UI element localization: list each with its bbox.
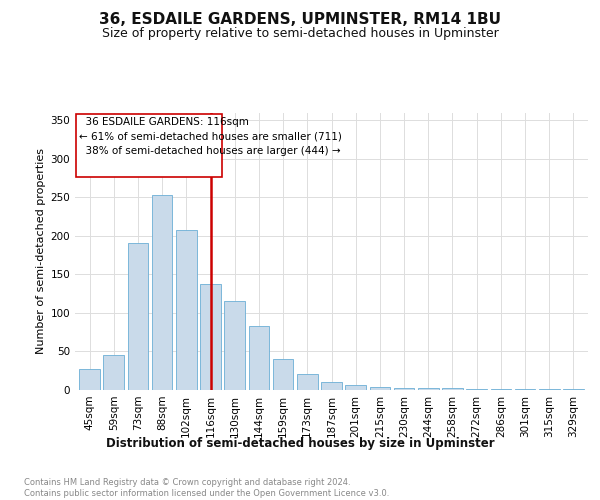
Text: Contains HM Land Registry data © Crown copyright and database right 2024.
Contai: Contains HM Land Registry data © Crown c… bbox=[24, 478, 389, 498]
Text: 36, ESDAILE GARDENS, UPMINSTER, RM14 1BU: 36, ESDAILE GARDENS, UPMINSTER, RM14 1BU bbox=[99, 12, 501, 28]
Bar bbox=[466, 389, 487, 390]
Bar bbox=[346, 386, 366, 390]
Bar bbox=[200, 284, 221, 390]
Y-axis label: Number of semi-detached properties: Number of semi-detached properties bbox=[36, 148, 46, 354]
Bar bbox=[563, 389, 584, 390]
Bar bbox=[418, 388, 439, 390]
Bar bbox=[491, 389, 511, 390]
Bar bbox=[79, 369, 100, 390]
Text: Size of property relative to semi-detached houses in Upminster: Size of property relative to semi-detach… bbox=[101, 28, 499, 40]
Bar bbox=[515, 389, 535, 390]
Bar bbox=[539, 389, 560, 390]
Bar bbox=[394, 388, 415, 390]
Bar bbox=[128, 243, 148, 390]
Bar bbox=[248, 326, 269, 390]
Bar bbox=[176, 230, 197, 390]
Bar bbox=[152, 195, 172, 390]
Bar bbox=[224, 302, 245, 390]
Text: Distribution of semi-detached houses by size in Upminster: Distribution of semi-detached houses by … bbox=[106, 438, 494, 450]
Bar bbox=[103, 354, 124, 390]
Bar bbox=[297, 374, 317, 390]
Bar bbox=[442, 388, 463, 390]
Bar bbox=[321, 382, 342, 390]
Bar bbox=[273, 359, 293, 390]
Text: 36 ESDAILE GARDENS: 116sqm
← 61% of semi-detached houses are smaller (711)
  38%: 36 ESDAILE GARDENS: 116sqm ← 61% of semi… bbox=[79, 117, 341, 156]
FancyBboxPatch shape bbox=[76, 114, 222, 178]
Bar bbox=[370, 387, 390, 390]
